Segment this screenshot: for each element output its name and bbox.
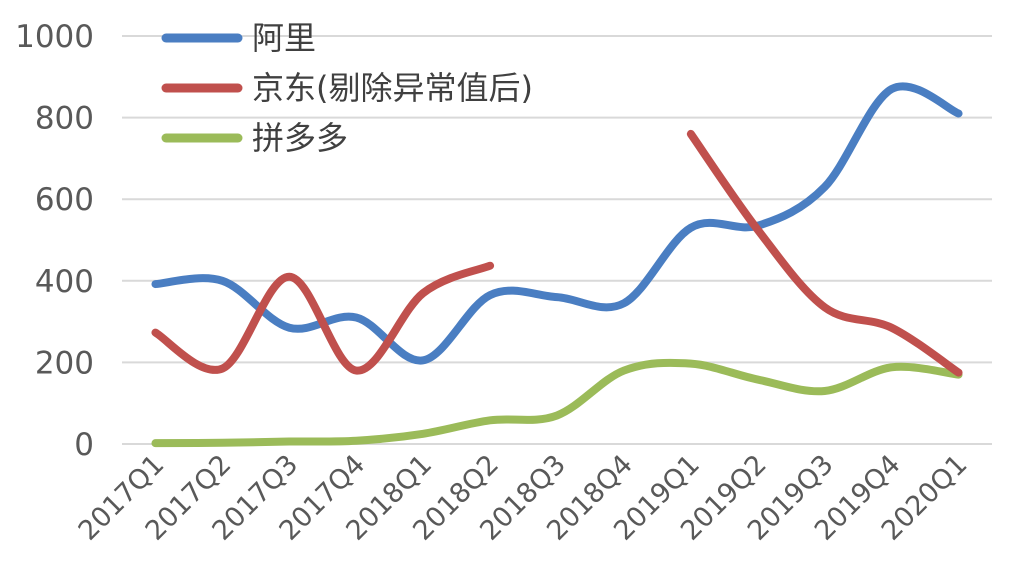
legend-label: 京东(剔除异常值后) [252,69,533,107]
legend-item: 京东(剔除异常值后) [161,69,533,107]
y-tick-label: 600 [35,182,94,218]
x-axis-ticks: 2017Q12017Q22017Q32017Q42018Q12018Q22018… [73,449,974,547]
legend-label: 阿里 [252,19,316,57]
y-axis-ticks: 0 200 400 600 800 1000 [15,19,94,463]
y-tick-label: 1000 [15,19,94,55]
series-lines [151,82,963,448]
legend-item: 阿里 [161,19,316,57]
series-1 [151,129,963,377]
series-line [151,82,963,365]
legend-item: 拼多多 [161,119,348,157]
series-line [151,261,495,375]
series-line [686,129,963,377]
series-2 [151,358,963,448]
y-tick-label: 0 [74,427,94,463]
legend-label: 拼多多 [252,119,348,157]
series-0 [151,82,963,365]
y-tick-label: 400 [35,264,94,300]
y-tick-label: 800 [35,101,94,137]
gridlines [122,35,992,445]
series-line [151,358,963,448]
y-tick-label: 200 [35,345,94,381]
